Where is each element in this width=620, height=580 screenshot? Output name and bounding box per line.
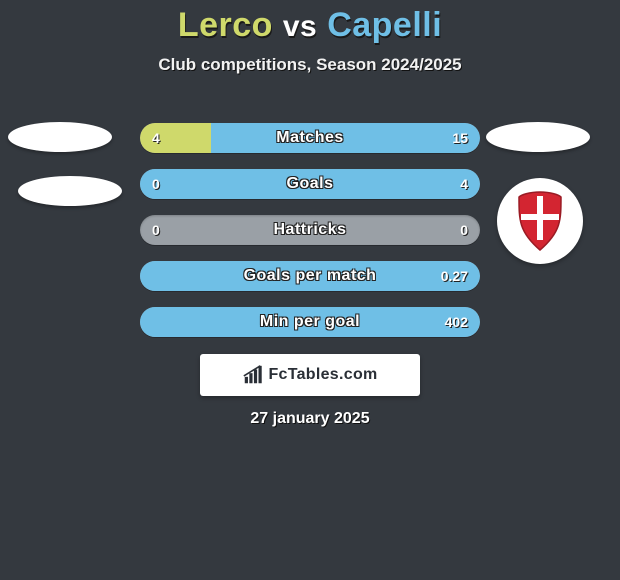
player2-name: Capelli xyxy=(327,6,442,44)
shield-icon xyxy=(515,190,565,252)
source-badge: FcTables.com xyxy=(200,354,420,396)
stat-row: Min per goal402 xyxy=(140,307,480,337)
stat-rows: Matches415 Goals04 Hattricks00 Goals per ma… xyxy=(140,123,480,353)
player2-photo-placeholder xyxy=(486,122,590,152)
subtitle: Club competitions, Season 2024/2025 xyxy=(0,55,620,75)
player1-name: Lerco xyxy=(178,6,273,44)
vs-text: vs xyxy=(283,10,317,43)
date: 27 january 2025 xyxy=(0,410,620,428)
player1-photo-placeholder-2 xyxy=(18,176,122,206)
comparison-title: Lerco vs Capelli xyxy=(0,0,620,45)
stat-row: Goals per match0.27 xyxy=(140,261,480,291)
stat-row-track xyxy=(140,307,480,337)
club-logo xyxy=(497,178,583,264)
stat-row-left-fill xyxy=(140,123,211,153)
source-badge-text: FcTables.com xyxy=(268,366,377,384)
stat-row-right-fill xyxy=(140,261,480,291)
bar-chart-icon xyxy=(242,364,264,386)
stat-row-track xyxy=(140,123,480,153)
player1-photo-placeholder-1 xyxy=(8,122,112,152)
stat-row: Matches415 xyxy=(140,123,480,153)
stat-row: Hattricks00 xyxy=(140,215,480,245)
stat-row-right-fill xyxy=(140,169,480,199)
stat-row-right-fill xyxy=(211,123,480,153)
stat-row-right-fill xyxy=(140,307,480,337)
stat-row: Goals04 xyxy=(140,169,480,199)
stat-row-track xyxy=(140,261,480,291)
stat-row-track xyxy=(140,215,480,245)
stat-row-track xyxy=(140,169,480,199)
